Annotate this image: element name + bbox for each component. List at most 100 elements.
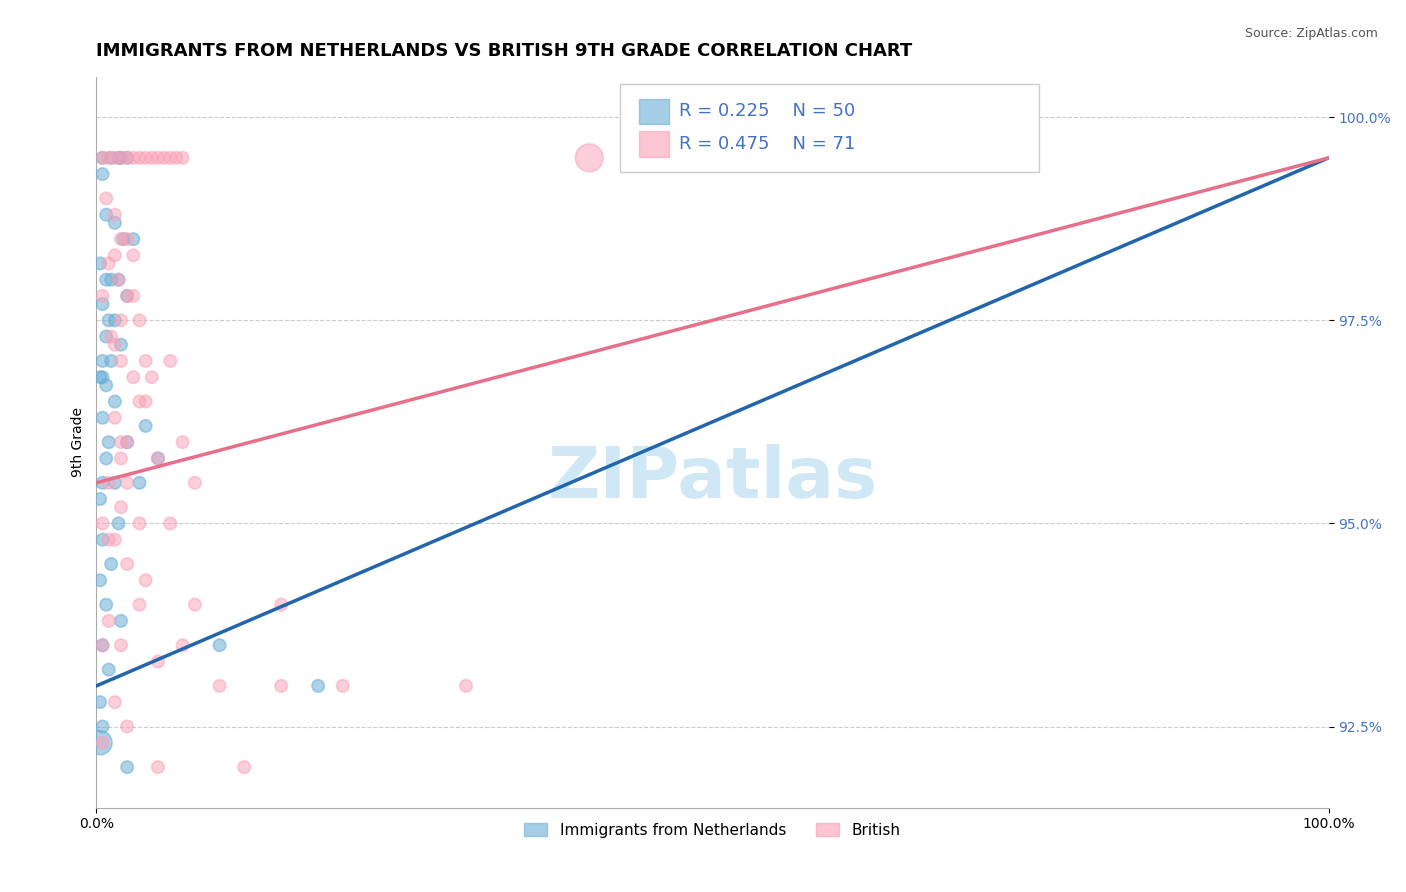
Point (153, 151, 176, 165)
Point (91, 167, 114, 181)
Point (122, 232, 145, 246)
Point (172, 151, 194, 165)
Text: Source: ZipAtlas.com: Source: ZipAtlas.com (1244, 27, 1378, 40)
Point (115, 232, 138, 246)
Point (91, 736, 114, 750)
Point (104, 248, 127, 262)
Point (100, 329, 122, 343)
Point (104, 410, 127, 425)
Point (97, 475, 120, 490)
Y-axis label: 9th Grade: 9th Grade (72, 407, 86, 477)
Point (135, 394, 157, 409)
Point (91, 475, 114, 490)
Point (115, 289, 138, 303)
Text: R = 0.225    N = 50: R = 0.225 N = 50 (679, 102, 855, 120)
Point (89, 736, 111, 750)
Point (135, 574, 157, 588)
Point (135, 354, 157, 368)
Point (97, 663, 120, 677)
Point (104, 475, 127, 490)
Point (91, 354, 114, 368)
Point (97, 614, 120, 628)
Point (454, 679, 477, 693)
Point (122, 370, 145, 384)
Point (91, 638, 114, 652)
Point (122, 151, 145, 165)
Point (91, 370, 114, 384)
Point (110, 638, 132, 652)
Point (115, 151, 138, 165)
Point (115, 289, 138, 303)
Point (233, 760, 256, 774)
Text: IMMIGRANTS FROM NETHERLANDS VS BRITISH 9TH GRADE CORRELATION CHART: IMMIGRANTS FROM NETHERLANDS VS BRITISH 9… (97, 42, 912, 60)
Point (96, 451, 118, 466)
Point (107, 151, 129, 165)
Point (110, 337, 132, 351)
Point (135, 418, 157, 433)
Point (110, 232, 132, 246)
Point (107, 516, 129, 531)
Point (110, 614, 132, 628)
Point (91, 151, 114, 165)
Point (159, 151, 181, 165)
Point (135, 151, 157, 165)
Point (97, 256, 120, 270)
Text: ZIPatlas: ZIPatlas (547, 444, 877, 513)
Point (96, 329, 118, 343)
Point (91, 533, 114, 547)
Point (128, 313, 150, 327)
Point (89, 256, 111, 270)
Point (146, 451, 169, 466)
Point (104, 695, 127, 709)
Point (122, 248, 145, 262)
Point (89, 491, 111, 506)
Point (100, 354, 122, 368)
Point (107, 273, 129, 287)
Point (104, 533, 127, 547)
Point (91, 410, 114, 425)
Point (107, 273, 129, 287)
Point (89, 695, 111, 709)
Point (96, 598, 118, 612)
FancyBboxPatch shape (638, 131, 669, 157)
Point (159, 516, 181, 531)
Point (104, 216, 127, 230)
Point (91, 151, 114, 165)
FancyBboxPatch shape (620, 84, 1039, 171)
Point (91, 289, 114, 303)
Point (96, 208, 118, 222)
Point (115, 151, 138, 165)
Point (208, 638, 231, 652)
Point (100, 151, 122, 165)
Point (97, 151, 120, 165)
Point (110, 151, 132, 165)
Point (110, 313, 132, 327)
Point (270, 598, 292, 612)
Point (112, 232, 135, 246)
Legend: Immigrants from Netherlands, British: Immigrants from Netherlands, British (519, 817, 907, 844)
Point (146, 655, 169, 669)
Point (165, 151, 187, 165)
Point (89, 370, 111, 384)
Point (128, 394, 150, 409)
Point (128, 151, 150, 165)
Point (172, 435, 194, 450)
Text: R = 0.475    N = 71: R = 0.475 N = 71 (679, 135, 856, 153)
Point (96, 378, 118, 392)
FancyBboxPatch shape (638, 98, 669, 124)
Point (91, 516, 114, 531)
Point (100, 273, 122, 287)
Point (578, 151, 600, 165)
Point (128, 598, 150, 612)
Point (332, 679, 354, 693)
Point (89, 574, 111, 588)
Point (104, 313, 127, 327)
Point (270, 679, 292, 693)
Point (146, 451, 169, 466)
Point (146, 151, 169, 165)
Point (122, 289, 145, 303)
Point (110, 151, 132, 165)
Point (184, 475, 207, 490)
Point (96, 273, 118, 287)
Point (104, 151, 127, 165)
